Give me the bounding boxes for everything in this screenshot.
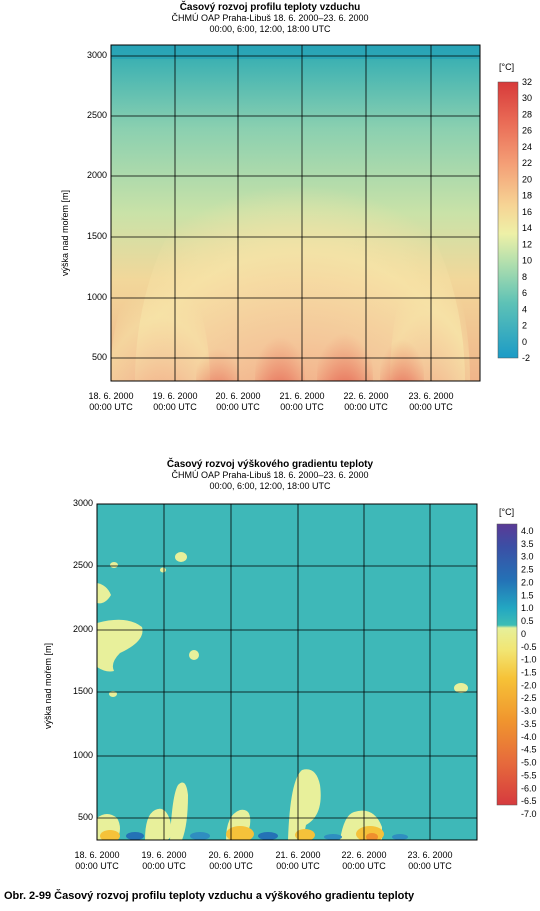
gradient-heatmap: 4.0 3.5 3.0 2.5 2.0 1.5 1.0 0.5 0 -0.5 -1.0 -1.5 -2.…: [96, 503, 537, 841]
colorbar-label: -4.5: [521, 745, 537, 755]
x-tick-label: 19. 6. 2000 00:00 UTC: [152, 391, 198, 412]
y-tick-label: 2000: [86, 170, 107, 180]
x-tick-label: 21. 6. 2000 00:00 UTC: [279, 391, 325, 412]
colorbar-label: -5.5: [521, 770, 537, 780]
y-tick-label: 2500: [72, 560, 93, 570]
colorbar-label: -1.5: [521, 668, 537, 678]
colorbar-label: 26: [522, 126, 532, 136]
chart1-title: Časový rozvoj profilu teploty vzduchu: [179, 2, 361, 13]
chart1-header: Časový rozvoj profilu teploty vzduchu ČH…: [0, 2, 540, 35]
y-tick-label: 500: [91, 352, 107, 362]
colorbar-label: -2: [522, 353, 530, 363]
figure-caption: Obr. 2-99 Časový rozvoj profilu teploty …: [4, 890, 415, 902]
colorbar-label: 0.5: [521, 616, 534, 626]
colorbar-label: 3.0: [521, 552, 534, 562]
colorbar-label: 10: [522, 256, 532, 266]
colorbar-label: -6.5: [521, 796, 537, 806]
chart2-unit: [°C]: [499, 507, 515, 517]
colorbar-label: 30: [522, 93, 532, 103]
y-tick-label: 3000: [72, 498, 93, 508]
x-tick-label: 23. 6. 2000 00:00 UTC: [407, 850, 453, 871]
chart2-subtitle2: 00:00, 6:00, 12:00, 18:00 UTC: [209, 481, 331, 491]
colorbar-label: 28: [522, 109, 532, 119]
chart1-ylabel: výška nad mořem [m]: [60, 189, 70, 277]
x-tick-label: 21. 6. 2000 00:00 UTC: [275, 850, 321, 871]
colorbar-label: -3.5: [521, 719, 537, 729]
colorbar-label: 4.0: [521, 526, 534, 536]
colorbar-label: 6: [522, 288, 527, 298]
y-tick-label: 2000: [72, 624, 93, 634]
colorbar-label: -5.0: [521, 758, 537, 768]
colorbar-label: 32: [522, 77, 532, 87]
y-tick-label: 1000: [86, 292, 107, 302]
colorbar-label: 1.0: [521, 603, 534, 613]
y-tick-label: 3000: [86, 50, 107, 60]
colorbar-label: 20: [522, 174, 532, 184]
y-tick-label: 500: [77, 812, 93, 822]
x-tick-label: 23. 6. 2000 00:00 UTC: [408, 391, 454, 412]
chart2-ylabel: výška nad mořem [m]: [43, 642, 53, 730]
y-tick-label: 2500: [86, 110, 107, 120]
colorbar-label: 2: [522, 321, 527, 331]
colorbar-label: -6.0: [521, 783, 537, 793]
y-tick-label: 1500: [86, 231, 107, 241]
chart1-subtitle1: ČHMÚ OAP Praha-Libuš 18. 6. 2000–23. 6. …: [171, 13, 369, 23]
chart2-header: Časový rozvoj výškového gradientu teplot…: [0, 459, 540, 492]
colorbar-label: -1.0: [521, 655, 537, 665]
y-tick-label: 1000: [72, 750, 93, 760]
colorbar-label: -2.5: [521, 693, 537, 703]
x-tick-label: 20. 6. 2000 00:00 UTC: [215, 391, 261, 412]
colorbar-label: 0: [521, 629, 526, 639]
colorbar-label: 18: [522, 191, 532, 201]
colorbar-label: 4: [522, 304, 527, 314]
colorbar-label: 1.5: [521, 590, 534, 600]
colorbar-label: -2.0: [521, 680, 537, 690]
colorbar-label: 22: [522, 158, 532, 168]
colorbar-label: 24: [522, 142, 532, 152]
colorbar-label: 2.0: [521, 577, 534, 587]
chart1-unit: [°C]: [499, 62, 515, 72]
chart1-subtitle2: 00:00, 6:00, 12:00, 18:00 UTC: [209, 24, 331, 34]
x-tick-label: 18. 6. 2000 00:00 UTC: [88, 391, 134, 412]
colorbar-label: 0: [522, 337, 527, 347]
colorbar-label: -4.0: [521, 732, 537, 742]
chart2-subtitle1: ČHMÚ OAP Praha-Libuš 18. 6. 2000–23. 6. …: [171, 470, 369, 480]
x-tick-label: 19. 6. 2000 00:00 UTC: [141, 850, 187, 871]
x-tick-label: 22. 6. 2000 00:00 UTC: [343, 391, 389, 412]
colorbar-label: 14: [522, 223, 532, 233]
x-tick-label: 22. 6. 2000 00:00 UTC: [341, 850, 387, 871]
chart2-title: Časový rozvoj výškového gradientu teplot…: [166, 459, 374, 470]
colorbar-label: -0.5: [521, 642, 537, 652]
colorbar-label: 8: [522, 272, 527, 282]
y-tick-label: 1500: [72, 686, 93, 696]
x-tick-label: 18. 6. 2000 00:00 UTC: [74, 850, 120, 871]
x-tick-label: 20. 6. 2000 00:00 UTC: [208, 850, 254, 871]
colorbar-label: 16: [522, 207, 532, 217]
colorbar-label: 3.5: [521, 539, 534, 549]
colorbar-label: 2.5: [521, 565, 534, 575]
colorbar-label: -3.0: [521, 706, 537, 716]
colorbar-label: 12: [522, 239, 532, 249]
colorbar-label: -7.0: [521, 809, 537, 819]
